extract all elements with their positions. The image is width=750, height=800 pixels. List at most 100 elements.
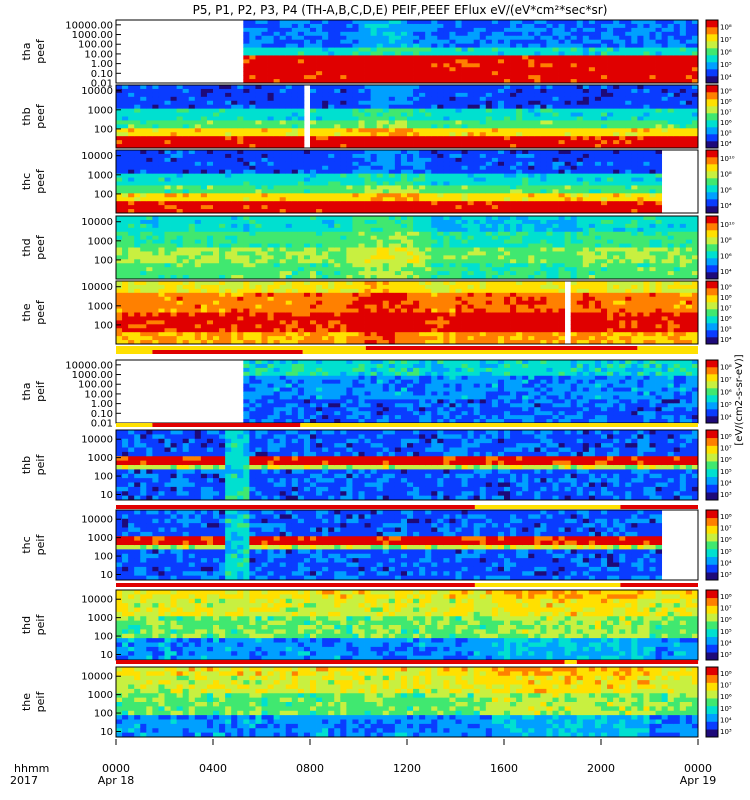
heatmap-cell bbox=[364, 85, 372, 90]
heatmap-cell bbox=[516, 31, 523, 37]
heatmap-cell bbox=[376, 59, 384, 64]
heatmap-cell bbox=[358, 35, 365, 41]
heatmap-cell bbox=[413, 27, 420, 33]
heatmap-cell bbox=[467, 124, 475, 129]
heatmap-cell bbox=[158, 209, 165, 214]
heatmap-cell bbox=[340, 43, 347, 48]
heatmap-cell bbox=[358, 124, 365, 129]
heatmap-cell bbox=[461, 47, 469, 52]
heatmap-cell bbox=[182, 271, 190, 276]
heatmap-cell bbox=[467, 197, 475, 202]
heatmap-cell bbox=[255, 165, 262, 171]
heatmap-cell bbox=[285, 79, 293, 84]
heatmap-cell bbox=[510, 136, 517, 141]
heatmap-cell bbox=[540, 197, 547, 202]
heatmap-cell bbox=[479, 75, 487, 80]
heatmap-cell bbox=[200, 100, 208, 106]
heatmap-cell bbox=[613, 140, 620, 145]
heatmap-cell bbox=[607, 124, 614, 129]
heatmap-cell bbox=[382, 263, 390, 268]
heatmap-cell bbox=[170, 100, 178, 106]
heatmap-cell bbox=[504, 193, 511, 198]
heatmap-cell bbox=[473, 193, 481, 198]
heatmap-cell bbox=[225, 239, 232, 244]
heatmap-cell bbox=[334, 144, 341, 149]
heatmap-cell bbox=[219, 165, 226, 171]
heatmap-cell bbox=[564, 169, 572, 175]
heatmap-cell bbox=[316, 275, 323, 280]
heatmap-cell bbox=[273, 223, 281, 229]
heatmap-cell bbox=[273, 100, 281, 106]
heatmap-cell bbox=[340, 27, 347, 33]
heatmap-cell bbox=[188, 128, 196, 133]
heatmap-cell bbox=[461, 35, 469, 41]
heatmap-cell bbox=[625, 173, 632, 178]
heatmap-cell bbox=[400, 209, 408, 214]
heatmap-cell bbox=[388, 209, 396, 214]
heatmap-cell bbox=[631, 31, 638, 37]
heatmap-cell bbox=[267, 85, 275, 90]
heatmap-cell bbox=[225, 275, 232, 280]
heatmap-cell bbox=[479, 157, 487, 163]
colorbar-segment bbox=[706, 113, 718, 121]
heatmap-cell bbox=[316, 132, 323, 137]
heatmap-cell bbox=[691, 132, 699, 137]
heatmap-cell bbox=[576, 140, 584, 145]
heatmap-cell bbox=[497, 27, 505, 33]
heatmap-cell bbox=[146, 153, 153, 159]
heatmap-cell bbox=[376, 201, 384, 206]
heatmap-cell bbox=[134, 124, 141, 129]
heatmap-cell bbox=[540, 205, 547, 210]
heatmap-cell bbox=[225, 169, 232, 175]
heatmap-cell bbox=[467, 59, 475, 64]
heatmap-cell bbox=[516, 75, 523, 80]
heatmap-cell bbox=[601, 79, 608, 84]
heatmap-cell bbox=[267, 35, 275, 41]
heatmap-cell bbox=[116, 247, 123, 252]
heatmap-cell bbox=[431, 85, 438, 90]
heatmap-cell bbox=[631, 55, 638, 60]
heatmap-cell bbox=[425, 185, 432, 190]
heatmap-cell bbox=[588, 124, 596, 129]
heatmap-cell bbox=[504, 100, 511, 106]
heatmap-cell bbox=[425, 197, 432, 202]
heatmap-cell bbox=[146, 247, 153, 252]
heatmap-cell bbox=[382, 92, 390, 98]
heatmap-cell bbox=[485, 88, 493, 94]
heatmap-cell bbox=[364, 124, 372, 129]
heatmap-cell bbox=[116, 104, 123, 110]
heatmap-cell bbox=[158, 239, 165, 244]
heatmap-cell bbox=[673, 88, 681, 94]
heatmap-cell bbox=[443, 181, 450, 186]
heatmap-cell bbox=[643, 20, 650, 25]
heatmap-cell bbox=[261, 271, 268, 276]
heatmap-cell bbox=[467, 112, 475, 117]
heatmap-cell bbox=[601, 128, 608, 133]
heatmap-cell bbox=[285, 35, 293, 41]
heatmap-cell bbox=[613, 136, 620, 141]
heatmap-cell bbox=[643, 51, 650, 56]
heatmap-cell bbox=[394, 112, 402, 117]
heatmap-cell bbox=[582, 181, 590, 186]
heatmap-cell bbox=[552, 27, 559, 33]
heatmap-cell bbox=[407, 35, 414, 41]
heatmap-cell bbox=[255, 128, 262, 133]
heatmap-cell bbox=[346, 201, 353, 206]
heatmap-cell bbox=[267, 259, 275, 264]
heatmap-cell bbox=[601, 136, 608, 141]
heatmap-cell bbox=[552, 116, 559, 121]
heatmap-cell bbox=[570, 51, 578, 56]
heatmap-cell bbox=[619, 181, 626, 186]
heatmap-cell bbox=[413, 71, 420, 76]
heatmap-cell bbox=[497, 75, 505, 80]
heatmap-cell bbox=[334, 136, 341, 141]
heatmap-cell bbox=[200, 165, 208, 171]
heatmap-cell bbox=[310, 216, 317, 221]
heatmap-cell bbox=[219, 231, 226, 237]
heatmap-cell bbox=[594, 59, 602, 64]
heatmap-cell bbox=[146, 144, 153, 149]
heatmap-cell bbox=[388, 112, 396, 117]
heatmap-cell bbox=[316, 161, 323, 167]
heatmap-cell bbox=[394, 251, 402, 256]
heatmap-cell bbox=[643, 201, 650, 206]
